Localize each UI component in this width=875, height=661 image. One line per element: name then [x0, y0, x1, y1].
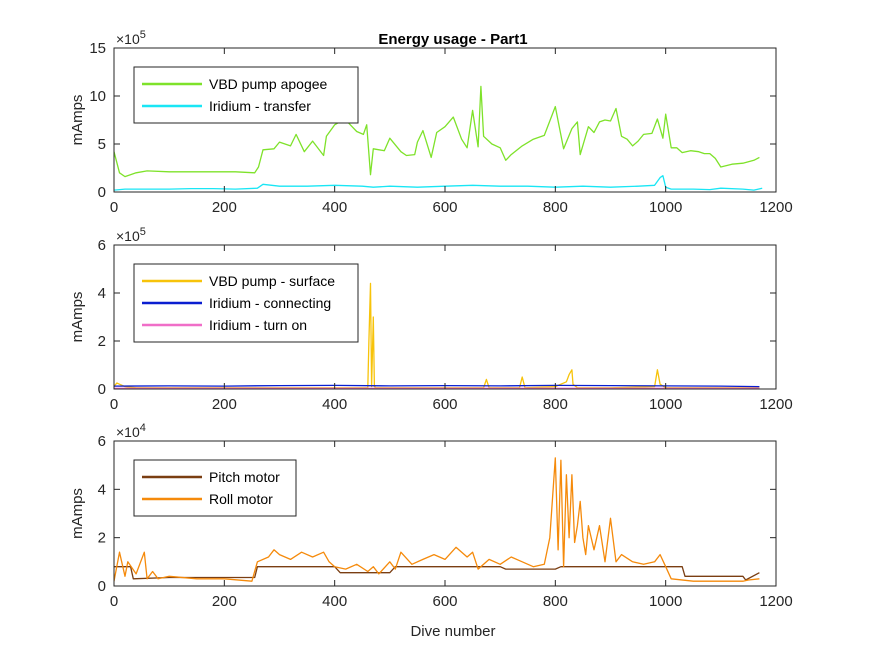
x-tick-label: 1000 — [649, 199, 682, 216]
y-exponent-power: 4 — [140, 422, 146, 434]
x-tick-label: 200 — [212, 593, 237, 610]
x-tick-label: 0 — [110, 396, 118, 413]
y-exponent-label: ×105 — [116, 226, 146, 244]
series-line-vbd-pump-apogee — [114, 85, 760, 178]
legend-label: Iridium - connecting — [209, 295, 331, 311]
x-tick-label: 1200 — [759, 396, 792, 413]
x-tick-label: 1000 — [649, 593, 682, 610]
x-tick-label: 600 — [432, 396, 457, 413]
x-tick-label: 1200 — [759, 199, 792, 216]
x-tick-label: 0 — [110, 593, 118, 610]
series-group — [114, 457, 760, 582]
legend-label: Iridium - transfer — [209, 98, 311, 114]
axes-panel-3: 0 200 400 600 800 1000 1200 0 2 4 6 mAmps ×104 Pitch … — [69, 422, 793, 610]
x-tick-label: 200 — [212, 199, 237, 216]
x-tick-label: 400 — [322, 593, 347, 610]
x-tick-label: 800 — [543, 199, 568, 216]
y-tick-label: 6 — [98, 237, 106, 254]
y-tick-label: 2 — [98, 333, 106, 350]
y-exponent-label: ×105 — [116, 29, 146, 47]
y-tick-label: 6 — [98, 433, 106, 450]
legend: VBD pump apogee Iridium - transfer — [133, 66, 359, 124]
series-line-roll-motor — [114, 457, 760, 582]
y-axis-label: mAmps — [69, 488, 86, 539]
legend-label: VBD pump apogee — [209, 76, 328, 92]
y-tick-label: 0 — [98, 381, 106, 398]
series-group — [114, 85, 763, 191]
x-tick-label: 800 — [543, 396, 568, 413]
y-exponent-power: 5 — [140, 29, 146, 41]
x-tick-label: 400 — [322, 199, 347, 216]
x-tick-label: 400 — [322, 396, 347, 413]
y-axis-label: mAmps — [69, 95, 86, 146]
panels: 0 200 400 600 800 1000 1200051015mAmps×105VBD … — [69, 29, 793, 610]
y-tick-label: 15 — [89, 40, 106, 57]
y-tick-label: 0 — [98, 184, 106, 201]
legend-label: Roll motor — [209, 491, 273, 507]
legend-label: Pitch motor — [209, 469, 280, 485]
legend-box — [133, 66, 359, 124]
y-tick-label: 2 — [98, 530, 106, 547]
y-tick-label: 0 — [98, 578, 106, 595]
legend: VBD pump - surface Iridium - connecting Ir… — [133, 263, 359, 343]
y-tick-label: 5 — [98, 136, 106, 153]
x-tick-label: 1200 — [759, 593, 792, 610]
y-tick-label: 4 — [98, 481, 106, 498]
x-tick-label: 200 — [212, 396, 237, 413]
figure-title: Energy usage - Part1 — [378, 31, 527, 48]
x-tick-label: 1000 — [649, 396, 682, 413]
axes-panel-2: 0 200 400 600 800 1000 1200 0 2 4 6 mAmps ×105 VBD pu… — [69, 226, 793, 413]
y-exponent-label: ×104 — [116, 422, 146, 440]
legend-box — [133, 459, 297, 517]
x-tick-label: 0 — [110, 199, 118, 216]
legend-label: VBD pump - surface — [209, 273, 335, 289]
y-exponent-power: 5 — [140, 226, 146, 238]
axes-panel-1: 0 200 400 600 800 1000 1200 0 5 10 15 mAmps ×105 VBD … — [69, 29, 793, 216]
x-tick-label: 800 — [543, 593, 568, 610]
x-axis-label: Dive number — [410, 623, 495, 640]
x-tick-label: 600 — [432, 593, 457, 610]
y-axis-label: mAmps — [69, 292, 86, 343]
legend: Pitch motor Roll motor — [133, 459, 297, 517]
legend-label: Iridium - turn on — [209, 317, 307, 333]
y-tick-label: 4 — [98, 285, 106, 302]
y-tick-label: 10 — [89, 88, 106, 105]
x-tick-label: 600 — [432, 199, 457, 216]
series-line-iridium-transfer — [114, 175, 763, 191]
